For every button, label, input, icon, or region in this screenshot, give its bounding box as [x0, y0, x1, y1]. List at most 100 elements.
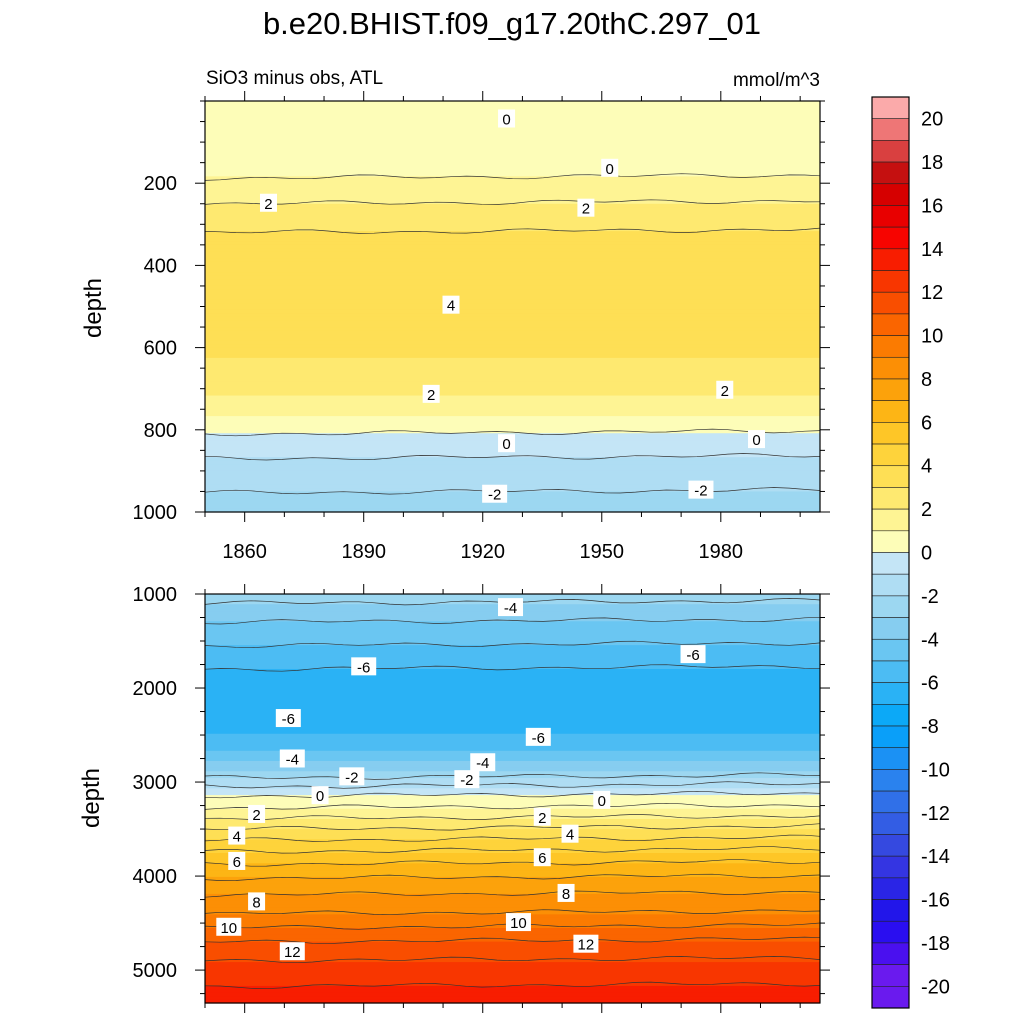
- contour-band: [205, 227, 820, 232]
- contour-band: [205, 275, 820, 280]
- contour-band: [205, 822, 820, 827]
- colorbar-box: [871, 986, 910, 1009]
- contour-line: [204, 772, 821, 780]
- contour-band: [205, 910, 820, 915]
- contour-band: [205, 774, 820, 779]
- x-tick-label: 1950: [580, 541, 625, 563]
- variable-label: SiO3 minus obs, ATL: [206, 68, 383, 89]
- contour-band: [205, 689, 820, 694]
- contour-band: [205, 285, 820, 290]
- contour-band: [205, 801, 820, 806]
- contour-label-box: [228, 851, 246, 870]
- colorbar-box: [871, 270, 910, 293]
- contour-band: [205, 272, 820, 277]
- contour-label-box: [593, 790, 611, 809]
- contour-band: [205, 716, 820, 721]
- contour-band: [205, 631, 820, 636]
- contour-band: [205, 354, 820, 359]
- colorbar-box: [871, 422, 910, 445]
- contour-band: [205, 460, 820, 465]
- contour-line: [204, 823, 821, 831]
- colorbar-label: 8: [921, 369, 932, 391]
- contour-label: 10: [220, 920, 237, 937]
- contour-band: [205, 251, 820, 256]
- contour-band: [205, 388, 820, 393]
- colorbar-box: [871, 400, 910, 423]
- contour-band: [205, 299, 820, 304]
- contour-band: [205, 148, 820, 153]
- plot-frame: [204, 593, 821, 1004]
- colorbar-label: -4: [921, 629, 939, 651]
- contour-band: [205, 381, 820, 386]
- y-tick-label: 5000: [133, 960, 178, 982]
- contour-label: 4: [233, 829, 241, 846]
- contour-band: [205, 159, 820, 164]
- x-tick-label: 1860: [222, 541, 267, 563]
- contour-band: [205, 979, 820, 984]
- contour-label-box: [601, 158, 619, 177]
- contour-band: [205, 863, 820, 868]
- contour-band: [205, 313, 820, 318]
- contour-band: [205, 873, 820, 878]
- contour-band: [205, 351, 820, 356]
- contour-band: [205, 395, 820, 400]
- contour-band: [205, 720, 820, 725]
- contour-label-box: [533, 848, 551, 867]
- contour-band: [205, 893, 820, 898]
- colorbar-box: [871, 443, 910, 467]
- contour-band: [205, 992, 820, 997]
- contour-label: 2: [264, 196, 272, 213]
- colorbar-label: -2: [921, 586, 939, 608]
- colorbar-label: 16: [921, 195, 943, 217]
- contour-band: [205, 505, 820, 510]
- contour-band: [205, 883, 820, 888]
- contour-band: [205, 488, 820, 493]
- colorbar: 20181614121086420-2-4-6-8-10-12-14-16-18…: [871, 96, 950, 1009]
- colorbar-box: [871, 313, 910, 336]
- contour-band: [205, 931, 820, 936]
- contour-band: [205, 474, 820, 479]
- contour-band: [205, 706, 820, 711]
- contour-band: [205, 934, 820, 939]
- colorbar-box: [871, 595, 910, 618]
- colorbar-box: [871, 942, 910, 965]
- contour-band: [205, 675, 820, 680]
- contour-band: [205, 207, 820, 212]
- contour-band: [205, 808, 820, 813]
- contour-band: [205, 279, 820, 284]
- contour-line: [204, 890, 821, 898]
- contour-line: [204, 790, 821, 799]
- contour-band: [205, 224, 820, 229]
- contour-band: [205, 210, 820, 215]
- contour-band: [205, 784, 820, 789]
- colorbar-box: [871, 920, 910, 944]
- contour-band: [205, 668, 820, 673]
- contour-band: [205, 941, 820, 946]
- contour-band: [205, 258, 820, 263]
- colorbar-label: 4: [921, 456, 932, 478]
- contour-label-box: [311, 786, 329, 805]
- contour-band: [205, 679, 820, 684]
- contour-band: [205, 238, 820, 243]
- y-tick-label: 1000: [133, 584, 178, 606]
- colorbar-box: [871, 183, 910, 206]
- contour-band: [205, 248, 820, 253]
- colorbar-box: [871, 508, 910, 532]
- y-tick-label: 2000: [133, 678, 178, 700]
- colorbar-box: [871, 725, 910, 749]
- contour-band: [205, 614, 820, 619]
- contour-label: 8: [252, 894, 260, 911]
- contour-band: [205, 292, 820, 297]
- contour-band: [205, 856, 820, 861]
- colorbar-box: [871, 899, 910, 922]
- contour-band: [205, 138, 820, 143]
- contour-band: [205, 145, 820, 150]
- contour-label: -2: [488, 487, 501, 504]
- contour-band: [205, 723, 820, 728]
- contour-band: [205, 682, 820, 687]
- colorbar-box: [871, 205, 910, 228]
- colorbar-box: [871, 834, 910, 857]
- contour-band: [205, 457, 820, 462]
- contour-line: [204, 814, 821, 820]
- contour-band: [205, 791, 820, 796]
